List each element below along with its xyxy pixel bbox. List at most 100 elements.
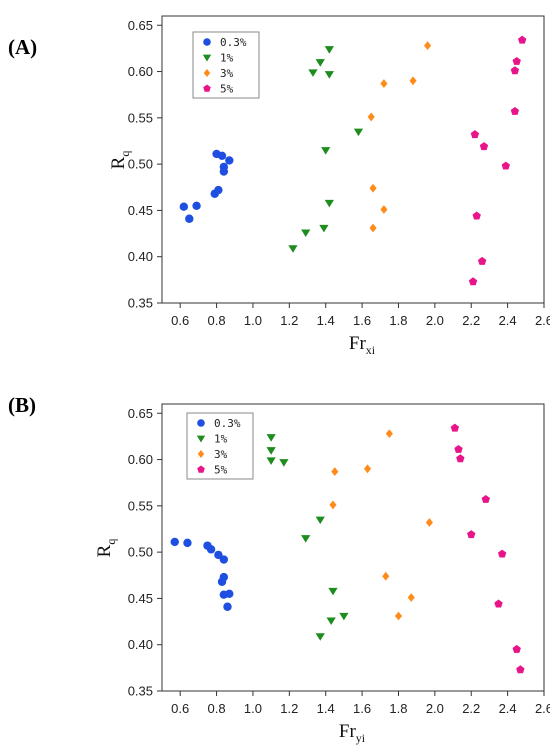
data-point	[339, 612, 349, 621]
legend: 0.3% 1% 3% 5%	[192, 31, 260, 99]
panel-label: (B)	[8, 393, 36, 417]
data-point	[380, 205, 388, 214]
data-point	[369, 223, 377, 233]
x-tick-label: 2.0	[426, 701, 444, 716]
x-tick-label: 1.4	[317, 701, 335, 716]
y-tick-label: 0.55	[128, 498, 153, 513]
x-tick-label: 1.2	[280, 701, 298, 716]
x-axis-title: Frxi	[349, 333, 376, 357]
chart-panel-b: (B) 0.6 0.8 1.0 1.2 1.4 1.6 1.8 2.0 2.2 2.4 2.6 0.35…	[8, 393, 550, 745]
data-point	[510, 66, 520, 75]
data-point	[470, 130, 480, 139]
data-point	[315, 59, 325, 67]
x-axis-title-main: Fr	[339, 721, 357, 742]
data-point	[367, 112, 375, 122]
x-axis-title-sub: xi	[366, 343, 376, 357]
legend-label: 1%	[214, 433, 228, 446]
data-point	[214, 550, 223, 560]
data-point	[183, 538, 192, 548]
x-tick-label: 2.2	[462, 313, 480, 328]
y-axis-title: Rq	[94, 539, 118, 558]
data-point	[324, 71, 334, 79]
data-point	[301, 229, 311, 238]
y-axis-title-sub: q	[118, 151, 132, 157]
data-point	[321, 147, 331, 155]
x-tick-label: 1.2	[280, 313, 298, 328]
data-point	[301, 535, 311, 543]
data-point	[467, 530, 476, 539]
data-point	[472, 211, 481, 220]
series-0	[170, 537, 234, 611]
data-point	[468, 277, 478, 286]
series-3	[450, 423, 525, 674]
x-tick-label: 2.0	[426, 313, 444, 328]
data-point	[324, 46, 334, 54]
data-point	[315, 516, 325, 525]
x-tick-label: 0.6	[171, 313, 189, 328]
y-tick-label: 0.35	[128, 296, 153, 311]
data-point	[516, 665, 525, 674]
data-point	[288, 245, 298, 253]
data-point	[424, 41, 432, 51]
legend-label: 5%	[214, 464, 228, 477]
data-point	[324, 199, 334, 208]
data-point	[315, 633, 325, 641]
x-tick-label: 2.2	[462, 701, 480, 716]
data-point	[329, 500, 337, 510]
y-axis-title-main: R	[108, 156, 129, 169]
data-point	[326, 617, 336, 626]
legend-marker	[197, 450, 205, 458]
data-point	[179, 202, 189, 211]
legend-marker	[202, 54, 212, 62]
x-tick-label: 1.8	[389, 701, 407, 716]
data-point	[217, 577, 227, 586]
x-tick-label: 1.6	[353, 313, 371, 328]
data-point	[497, 549, 507, 558]
x-tick-label: 1.0	[244, 313, 262, 328]
legend-marker	[203, 69, 211, 77]
data-point	[223, 602, 232, 611]
y-axis-title: Rq	[108, 151, 132, 170]
data-point	[308, 69, 318, 77]
series-1	[288, 46, 364, 253]
x-axis-title: Fryi	[339, 721, 366, 745]
data-point	[494, 599, 503, 608]
data-point	[214, 185, 223, 195]
y-axis-title-main: R	[94, 544, 115, 557]
data-point	[206, 545, 216, 554]
data-point	[394, 611, 403, 621]
y-tick-label: 0.35	[128, 684, 153, 699]
data-point	[369, 183, 377, 193]
chart-panel-a: (A) 0.6 0.8 1.0 1.2 1.4 1.6 1.8 2.0 2.2 2.4 2.6 0.35…	[8, 15, 550, 357]
data-point	[517, 35, 527, 44]
y-tick-label: 0.65	[128, 18, 153, 33]
data-point	[385, 429, 393, 439]
x-tick-label: 2.6	[535, 313, 550, 328]
legend-label: 0.3%	[220, 36, 247, 49]
data-point	[217, 151, 227, 160]
data-point	[328, 587, 338, 596]
x-tick-label: 1.4	[317, 313, 335, 328]
y-tick-label: 0.55	[128, 110, 153, 125]
data-point	[170, 537, 179, 547]
data-point	[481, 494, 490, 503]
data-point	[479, 142, 489, 151]
legend-marker	[197, 465, 205, 473]
data-point	[225, 156, 234, 165]
legend-label: 1%	[220, 52, 234, 65]
legend-marker	[197, 419, 205, 427]
data-point	[382, 571, 390, 581]
legend-label: 0.3%	[214, 417, 241, 430]
data-point	[192, 201, 201, 210]
x-tick-label: 2.4	[499, 313, 517, 328]
x-axis-title-sub: yi	[356, 731, 366, 745]
data-point	[501, 161, 510, 170]
y-tick-label: 0.50	[128, 545, 153, 560]
x-tick-label: 0.8	[208, 701, 226, 716]
data-point	[512, 56, 521, 65]
data-point	[450, 423, 460, 432]
x-tick-label: 2.4	[499, 701, 517, 716]
x-tick-label: 1.0	[244, 701, 262, 716]
data-point	[219, 167, 229, 176]
y-tick-label: 0.40	[128, 249, 153, 264]
